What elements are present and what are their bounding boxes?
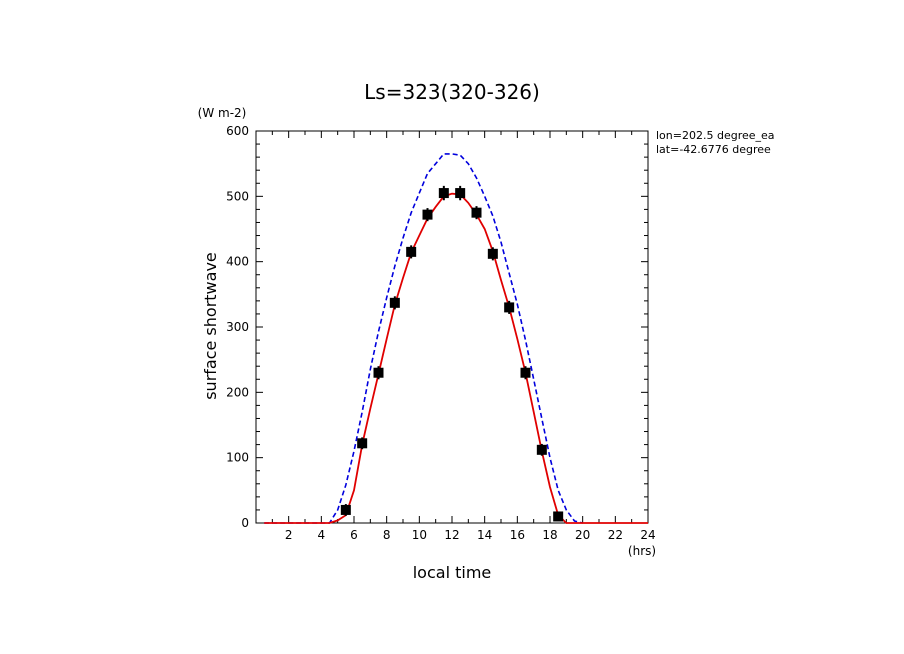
obs-point-8 — [471, 207, 482, 218]
chart-title: Ls=323(320-326) — [364, 80, 540, 104]
x-tick-label-22: 22 — [608, 528, 623, 542]
x-tick-label-20: 20 — [575, 528, 590, 542]
y-tick-label-400: 400 — [226, 255, 249, 269]
obs-point-2 — [373, 367, 384, 378]
obs-point-4 — [406, 246, 417, 257]
series-line-red-solid — [264, 192, 648, 524]
x-tick-label-6: 6 — [350, 528, 358, 542]
x-axis-label: local time — [413, 563, 492, 582]
y-tick-label-300: 300 — [226, 320, 249, 334]
obs-point-0 — [340, 504, 351, 515]
x-tick-label-24: 24 — [640, 528, 655, 542]
obs-point-12 — [536, 444, 547, 455]
x-tick-label-18: 18 — [542, 528, 557, 542]
y-axis-unit: (W m-2) — [198, 106, 247, 120]
annotation-longitude: lon=202.5 degree_ea — [656, 129, 775, 142]
annotation-latitude: lat=-42.6776 degree — [656, 143, 771, 156]
plot-frame — [255, 130, 649, 524]
obs-point-5 — [422, 209, 433, 220]
x-tick-label-14: 14 — [477, 528, 492, 542]
obs-point-7 — [455, 188, 466, 199]
obs-point-13 — [553, 511, 564, 522]
x-tick-label-8: 8 — [383, 528, 391, 542]
x-axis-unit: (hrs) — [628, 544, 656, 558]
series-line-blue-dashed — [264, 153, 583, 524]
y-tick-label-100: 100 — [226, 451, 249, 465]
obs-point-11 — [520, 367, 531, 378]
y-axis-label: surface shortwave — [201, 252, 220, 400]
x-tick-label-10: 10 — [412, 528, 427, 542]
obs-point-3 — [389, 297, 400, 308]
y-tick-label-0: 0 — [241, 516, 249, 530]
obs-point-6 — [438, 188, 449, 199]
obs-point-10 — [504, 302, 515, 313]
y-tick-label-500: 500 — [226, 189, 249, 203]
y-tick-label-600: 600 — [226, 124, 249, 138]
x-tick-label-16: 16 — [510, 528, 525, 542]
x-tick-label-4: 4 — [318, 528, 326, 542]
x-tick-label-2: 2 — [285, 528, 293, 542]
y-tick-label-200: 200 — [226, 385, 249, 399]
obs-point-1 — [357, 438, 368, 449]
obs-point-9 — [487, 248, 498, 259]
x-tick-label-12: 12 — [444, 528, 459, 542]
